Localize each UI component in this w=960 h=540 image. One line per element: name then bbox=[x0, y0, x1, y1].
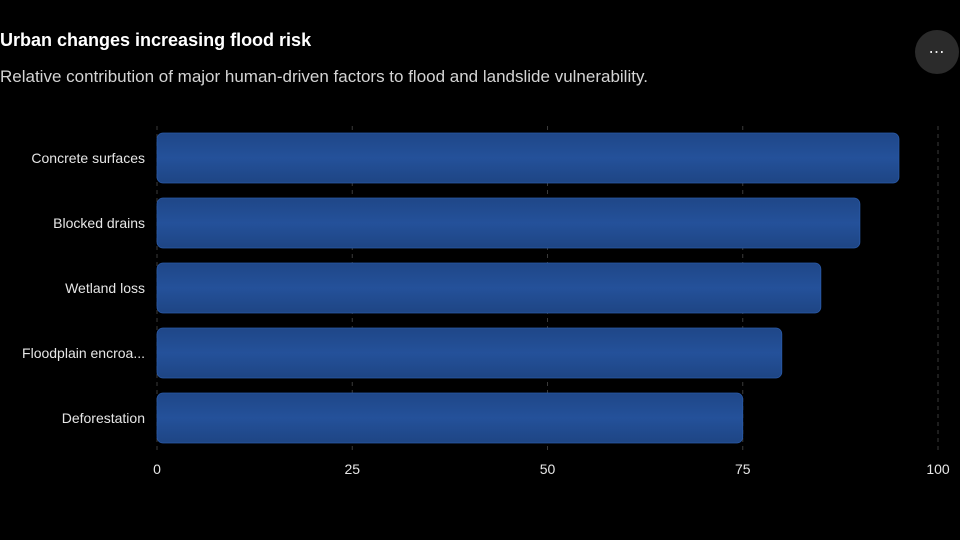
category-label-2: Blocked drains bbox=[53, 215, 145, 231]
more-horizontal-icon: ⋯ bbox=[928, 44, 946, 61]
x-tick-label-0: 0 bbox=[153, 461, 161, 477]
category-label-3: Wetland loss bbox=[65, 280, 145, 296]
page-title: Urban changes increasing flood risk bbox=[0, 30, 312, 50]
category-label-5: Deforestation bbox=[62, 410, 145, 426]
x-tick-label-50: 50 bbox=[540, 461, 556, 477]
bar-4[interactable] bbox=[156, 327, 783, 379]
bar-3[interactable] bbox=[156, 262, 822, 314]
bars bbox=[156, 132, 900, 444]
x-axis-ticks: 0 25 50 75 100 bbox=[153, 461, 950, 477]
x-tick-label-75: 75 bbox=[735, 461, 751, 477]
more-options-button[interactable]: ⋯ bbox=[915, 30, 959, 74]
category-label-1: Concrete surfaces bbox=[31, 150, 145, 166]
x-tick-label-25: 25 bbox=[344, 461, 360, 477]
bar-5[interactable] bbox=[156, 392, 744, 444]
bar-1[interactable] bbox=[156, 132, 900, 184]
category-labels: Concrete surfaces Blocked drains Wetland l… bbox=[22, 150, 145, 426]
category-label-4: Floodplain encroa... bbox=[22, 345, 145, 361]
bar-2[interactable] bbox=[156, 197, 861, 249]
page-subtitle: Relative contribution of major human-dri… bbox=[0, 67, 648, 86]
x-tick-label-100: 100 bbox=[926, 461, 950, 477]
